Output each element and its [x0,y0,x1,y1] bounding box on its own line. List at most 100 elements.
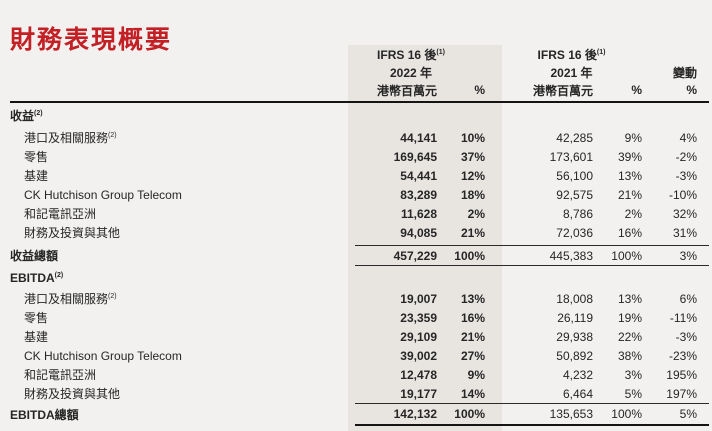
cell-change-pct: 6% [679,291,697,306]
cell-2022-amount: 54,441 [400,168,437,183]
cell-2021-pct: 13% [617,291,642,306]
section-heading-label: 收益(2) [10,109,43,123]
total-label: 收益總額 [10,249,59,263]
section-heading-ebitda: EBITDA(2) [0,266,712,289]
ebitda-total-row: EBITDA總額 142,132 100% 135,653 100% 5% [0,404,712,424]
header-change-pct: % [686,83,697,97]
cell-2021-amount: 92,575 [556,187,593,202]
cell-2022-amount: 19,007 [400,291,437,306]
cell-2021-pct: 21% [617,187,642,202]
cell-2021-amount: 26,119 [557,310,593,325]
cell-2021-amount: 18,008 [556,291,593,306]
cell-2021-pct: 19% [617,310,642,325]
cell-2021-pct: 3% [624,367,642,382]
cell-2022-amount: 457,229 [393,248,437,263]
cell-change-pct: -10% [668,187,697,202]
header-change-label: 變動 [672,65,697,80]
cell-2021-amount: 4,232 [562,367,593,382]
page-title: 財務表現概要 [10,26,173,54]
row-label: 和記電訊亞洲 [24,368,97,382]
cell-2021-pct: 100% [611,248,642,263]
row-label: 財務及投資與其他 [24,387,121,401]
cell-change-pct: -23% [668,348,697,363]
header-ifrs-2021-text: IFRS 16 後 [537,47,597,62]
table-row: 和記電訊亞洲 11,628 2% 8,786 2% 32% [0,204,712,223]
cell-2022-amount: 12,478 [400,367,437,382]
cell-2021-pct: 39% [617,149,642,164]
header-ifrs-2022-text: IFRS 16 後 [377,47,437,62]
cell-2022-amount: 94,085 [400,225,437,240]
header-unit-2022: 港幣百萬元 [376,83,437,98]
header-unit-2021: 港幣百萬元 [532,83,593,98]
cell-2021-amount: 42,285 [556,130,593,145]
cell-2022-amount: 29,109 [400,329,437,344]
subtotal-top-rule [355,245,709,246]
cell-2021-pct: 38% [617,348,642,363]
footnote-sup-2: (2) [108,293,117,300]
cell-2022-pct: 27% [460,348,485,363]
cell-change-pct: 197% [666,386,697,401]
cell-2021-pct: 22% [617,329,642,344]
shaded-2022-column-band [348,45,502,431]
cell-change-pct: -2% [675,149,697,164]
cell-2022-pct: 10% [460,130,485,145]
cell-change-pct: 5% [679,407,697,421]
cell-2021-pct: 9% [624,130,642,145]
footnote-sup-1: (1) [436,48,445,56]
row-label: 零售 [24,150,49,164]
cell-2021-pct: 2% [624,206,642,221]
cell-2021-pct: 5% [624,386,642,401]
row-label: 零售 [24,311,49,325]
cell-2022-pct: 13% [460,291,485,306]
row-label: CK Hutchison Group Telecom [24,187,182,202]
cell-2022-amount: 169,645 [393,149,437,164]
cell-2022-pct: 37% [460,149,485,164]
cell-2022-pct: 9% [467,367,485,382]
cell-change-pct: 31% [672,225,697,240]
cell-2022-pct: 100% [454,248,485,263]
cell-2022-pct: 21% [460,225,485,240]
cell-2022-amount: 83,289 [400,187,437,202]
subtotal-top-rule [355,403,709,404]
cell-2021-amount: 72,036 [556,225,593,240]
cell-2022-amount: 19,177 [400,386,437,401]
cell-2022-pct: 14% [460,386,485,401]
row-label: 港口及相關服務(2) [24,131,117,145]
cell-change-pct: 32% [672,206,697,221]
table-row: 港口及相關服務(2) 19,007 13% 18,008 13% 6% [0,289,712,308]
footnote-sup-2: (2) [34,110,43,117]
header-pct-2021: % [631,83,642,97]
cell-2022-pct: 16% [460,310,485,325]
cell-2021-amount: 6,464 [562,386,593,401]
cell-2022-amount: 44,141 [400,130,437,145]
header-line-ifrs: IFRS 16 後(1) IFRS 16 後(1) [0,45,712,63]
cell-2022-amount: 142,132 [393,407,437,421]
cell-2022-pct: 100% [454,407,485,421]
cell-change-pct: 195% [666,367,697,382]
table-row: 港口及相關服務(2) 44,141 10% 42,285 9% 4% [0,128,712,147]
header-year-2022: 2022 年 [389,65,433,80]
cell-2022-amount: 23,359 [400,310,437,325]
cell-2022-pct: 21% [460,329,485,344]
header-bottom-rule [10,101,709,103]
cell-change-pct: -3% [675,329,697,344]
header-line-year: 2022 年 2021 年 變動 [0,63,712,81]
cell-change-pct: -11% [669,310,697,325]
row-label: 港口及相關服務(2) [24,292,117,306]
cell-2021-pct: 16% [617,225,642,240]
section-heading-label: EBITDA(2) [10,270,64,285]
cell-change-pct: -3% [675,168,697,183]
cell-2021-amount: 8,786 [562,206,593,221]
cell-2022-pct: 18% [460,187,485,202]
table-header: IFRS 16 後(1) IFRS 16 後(1) 2022 年 2021 年 … [0,45,712,101]
header-ifrs-2022: IFRS 16 後(1) [346,46,476,63]
cell-2021-amount: 173,601 [549,149,593,164]
cell-2021-pct: 13% [617,168,642,183]
table-bottom-rule [355,424,709,426]
footnote-sup-1: (1) [596,48,606,56]
header-ifrs-2021: IFRS 16 後(1) [493,46,650,63]
cell-2021-pct: 100% [611,407,642,421]
table-row: 和記電訊亞洲 12,478 9% 4,232 3% 195% [0,365,712,384]
cell-2021-amount: 56,100 [556,168,593,183]
